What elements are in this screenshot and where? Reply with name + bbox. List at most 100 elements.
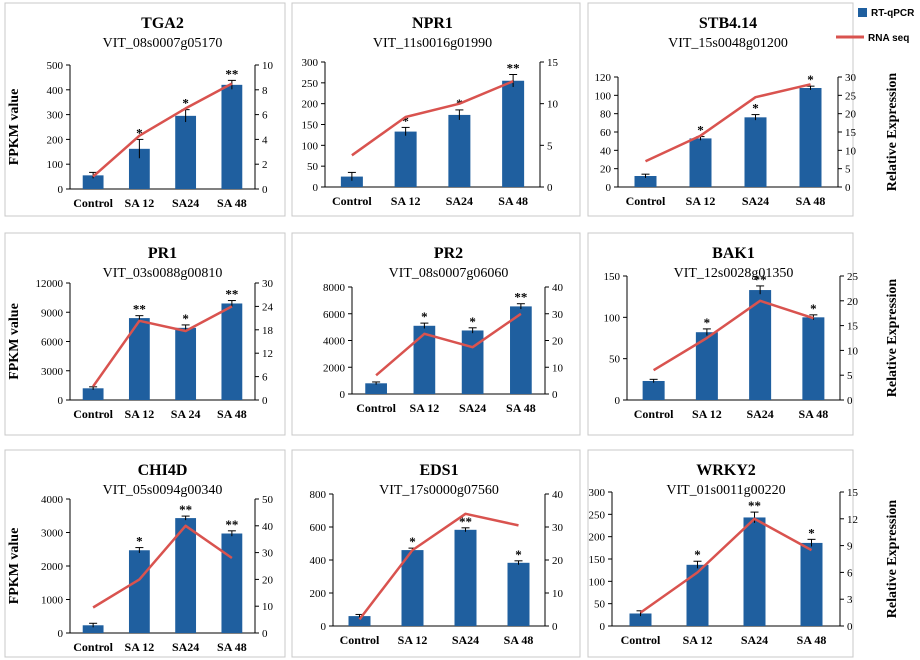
x-tick-label: SA 48	[796, 194, 826, 208]
bar-sa-12	[394, 131, 417, 187]
significance-mark: **	[225, 517, 238, 532]
x-tick-label: Control	[356, 401, 396, 415]
y-tick-label-right: 0	[547, 182, 553, 194]
x-tick-label: SA 48	[217, 196, 247, 210]
bar-control	[642, 380, 665, 400]
chart-panel-eds1: EDS1 VIT_17s0000g07560 0 200 400 600 800 0 10 20 3…	[291, 449, 581, 658]
bar-sa-12	[413, 325, 436, 394]
significance-mark: *	[752, 101, 759, 116]
y-tick-label-left: 0	[58, 395, 64, 407]
bar-sa-12	[695, 332, 718, 400]
y-tick-label-right: 40	[552, 282, 564, 294]
chart-panel-pr2: PR2 VIT_08s0007g06060 0 2000 4000 6000 8000 0 10…	[291, 232, 581, 436]
y-tick-label-right: 0	[262, 184, 268, 196]
bar-sa-12	[401, 550, 424, 626]
y-tick-label-right: 0	[262, 395, 268, 407]
rna-seq-line	[375, 312, 522, 377]
y-tick-label-left: 250	[302, 78, 319, 90]
significance-mark: *	[810, 301, 817, 316]
y-tick-label-left: 20	[600, 164, 612, 176]
x-tick-label: SA24	[452, 633, 479, 647]
y-tick-label-left: 200	[47, 134, 64, 146]
bar-control	[629, 613, 652, 626]
bar-sa24	[743, 517, 766, 626]
significance-mark: *	[697, 123, 704, 138]
y-tick-label-right: 8	[262, 85, 268, 97]
chart-title: WRKY2	[696, 462, 756, 479]
y-tick-label-right: 0	[262, 628, 268, 640]
y-tick-label-right: 0	[847, 395, 853, 407]
y-tick-label-right: 30	[845, 72, 857, 84]
y-tick-label-left: 50	[594, 599, 606, 611]
y-tick-label-left: 100	[589, 576, 606, 588]
x-tick-label: SA 48	[799, 407, 829, 421]
y-tick-label-right: 15	[847, 321, 859, 333]
y-tick-label-left: 60	[600, 127, 612, 139]
y-tick-label-left: 3000	[41, 366, 64, 378]
y-tick-label-left: 6000	[41, 337, 64, 349]
x-tick-label: SA 12	[391, 194, 421, 208]
y-axis-title-left: FPKM value	[7, 89, 22, 166]
y-tick-label-right: 10	[262, 60, 274, 72]
significance-mark: *	[469, 314, 476, 329]
chart-title: CHI4D	[138, 462, 188, 479]
panel-border	[291, 232, 581, 436]
y-tick-label-right: 5	[547, 140, 553, 152]
y-tick-label-left: 100	[604, 312, 621, 324]
y-tick-label-right: 40	[262, 521, 274, 533]
y-tick-label-left: 0	[606, 182, 612, 194]
y-tick-label-right: 15	[847, 487, 859, 499]
bar-sa24	[744, 117, 767, 187]
significance-mark: **	[459, 514, 472, 529]
rna-seq-line	[92, 82, 233, 178]
chart-subtitle: VIT_11s0016g01990	[373, 36, 492, 51]
chart-panel-bak1: BAK1 VIT_12s0028g01350 0 50 100 150 0 5 10 15 20 25…	[587, 232, 900, 436]
y-tick-label-right: 10	[847, 345, 859, 357]
bar-sa-48	[221, 303, 243, 400]
chart-subtitle: VIT_17s0000g07560	[379, 483, 499, 498]
y-tick-label-left: 1000	[41, 595, 64, 607]
x-tick-label: Control	[332, 194, 372, 208]
y-tick-label-left: 300	[47, 110, 64, 122]
y-tick-label-left: 100	[47, 159, 64, 171]
chart-subtitle: VIT_15s0048g01200	[668, 36, 788, 51]
chart-panel-pr1: PR1 VIT_03s0088g00810 0 3000 6000 9000 12000 0 6…	[4, 232, 286, 436]
bar-sa-12	[128, 148, 150, 189]
x-tick-label: SA 48	[498, 194, 528, 208]
chart-title: STB4.14	[699, 15, 757, 32]
chart-panel-wrky2: WRKY2VIT_01s0011g00220050100150200250300…	[587, 449, 900, 658]
y-tick-label-right: 15	[845, 127, 857, 139]
y-tick-label-right: 6	[262, 110, 268, 122]
y-tick-label-left: 200	[302, 99, 319, 111]
y-tick-label-right: 10	[547, 99, 559, 111]
chart-panels: TGA2VIT_08s0007g051700100200300400500024…	[4, 2, 900, 658]
y-tick-label-left: 150	[604, 271, 621, 283]
y-tick-label-right: 0	[845, 182, 851, 194]
bar-control	[82, 175, 104, 189]
chart-title: TGA2	[141, 15, 184, 32]
bar-sa-48	[502, 80, 525, 187]
chart-panel-tga2: TGA2 VIT_08s0007g05170 0 100 200 300 400 500 0 2 4…	[4, 2, 286, 217]
chart-panel-stb414: STB4.14 VIT_15s0048g01200 0 20 40 60 80 100 120 0…	[587, 2, 900, 217]
chart-title: BAK1	[712, 245, 755, 262]
y-tick-label-left: 4000	[323, 336, 346, 348]
y-axis-title-right: Relative Expression	[885, 279, 900, 398]
y-tick-label-right: 20	[552, 555, 564, 567]
significance-mark: **	[748, 498, 761, 513]
y-tick-label-left: 400	[47, 85, 64, 97]
y-tick-label-right: 6	[262, 372, 268, 384]
y-tick-label-right: 25	[847, 271, 859, 283]
x-tick-label: SA24	[172, 196, 199, 210]
rna-seq-line	[92, 524, 233, 609]
x-tick-label: SA24	[446, 194, 473, 208]
y-tick-label-left: 150	[302, 120, 319, 132]
panel-border	[291, 449, 581, 658]
y-tick-label-left: 2000	[323, 362, 346, 374]
y-tick-label-right: 30	[262, 548, 274, 560]
y-axis-title-left: FPKM value	[7, 528, 22, 605]
y-tick-label-right: 30	[552, 309, 564, 321]
y-tick-label-right: 10	[262, 601, 274, 613]
x-tick-label: SA 24	[171, 407, 201, 421]
bar-sa24	[461, 330, 484, 394]
